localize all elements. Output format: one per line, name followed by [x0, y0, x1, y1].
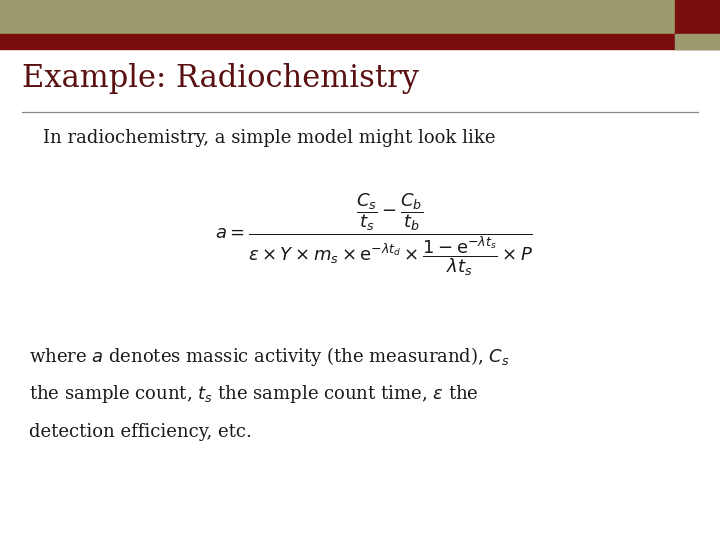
Text: detection efficiency, etc.: detection efficiency, etc. — [29, 423, 252, 441]
Bar — [0, 34, 720, 49]
Text: Example: Radiochemistry: Example: Radiochemistry — [22, 63, 418, 94]
Bar — [0, 0, 720, 34]
Bar — [675, 0, 720, 34]
Bar — [675, 34, 720, 49]
Text: $a = \dfrac{\dfrac{C_s}{t_s} - \dfrac{C_b}{t_b}}{\varepsilon \times Y \times m_s: $a = \dfrac{\dfrac{C_s}{t_s} - \dfrac{C_… — [215, 192, 534, 278]
Text: In radiochemistry, a simple model might look like: In radiochemistry, a simple model might … — [43, 129, 495, 147]
Text: the sample count, $t_s$ the sample count time, $\varepsilon$ the: the sample count, $t_s$ the sample count… — [29, 383, 479, 405]
Text: where $a$ denotes massic activity (the measurand), $C_s$: where $a$ denotes massic activity (the m… — [29, 345, 510, 368]
